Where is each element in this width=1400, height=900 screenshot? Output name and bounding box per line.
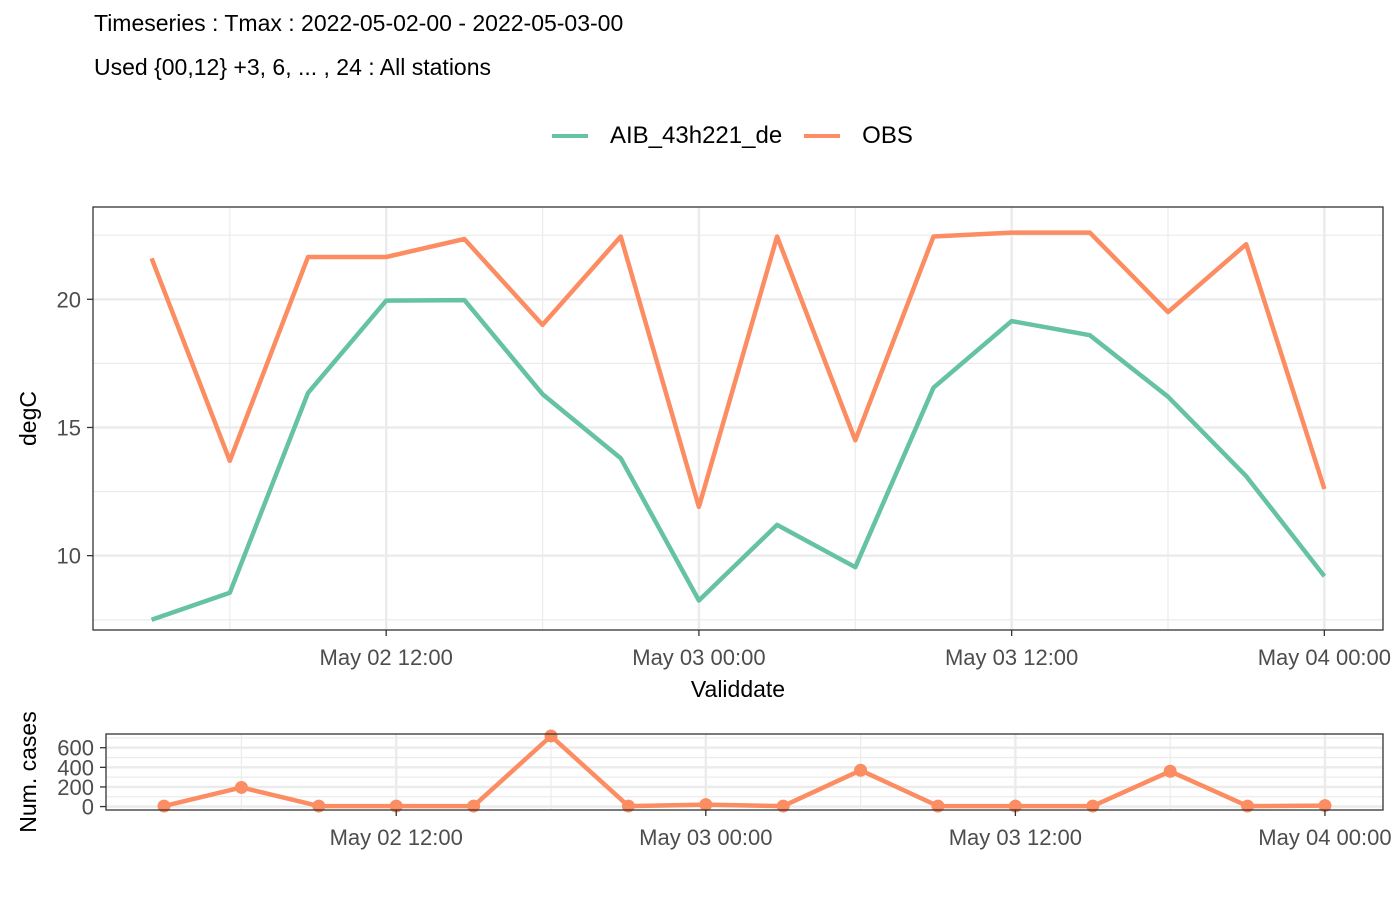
cases-y-tick-label: 400 [57, 755, 94, 780]
cases-x-tick-label: May 02 12:00 [330, 825, 463, 850]
cases-data-point [157, 799, 171, 813]
main-y-tick-label: 10 [57, 544, 81, 569]
cases-data-point [776, 799, 790, 813]
chart-title: Timeseries : Tmax : 2022-05-02-00 - 2022… [94, 10, 624, 36]
cases-x-tick-label: May 04 00:00 [1258, 825, 1391, 850]
cases-y-tick-label: 600 [57, 736, 94, 761]
legend-item-model: AIB_43h221_de [552, 122, 782, 150]
legend-key-model [552, 134, 588, 138]
main-x-axis-title: Validdate [691, 676, 785, 702]
main-panel-border [92, 206, 1384, 631]
legend-item-obs: OBS [804, 122, 913, 150]
chart-subtitle: Used {00,12} +3, 6, ... , 24 : All stati… [94, 54, 492, 80]
main-series-line-0 [150, 297, 1327, 622]
cases-data-point [854, 763, 868, 777]
cases-data-point [931, 799, 945, 813]
cases-plot-background [106, 734, 1383, 810]
cases-data-point [1241, 799, 1255, 813]
cases-data-point [389, 799, 403, 813]
main-y-tick-label: 15 [57, 415, 81, 440]
cases-data-point [1163, 764, 1177, 778]
cases-data-point [621, 799, 635, 813]
cases-data-point [544, 729, 558, 743]
cases-y-tick-label: 200 [57, 775, 94, 800]
legend-key-obs [804, 134, 841, 138]
legend-label-model: AIB_43h221_de [610, 122, 783, 149]
cases-y-tick-label: 0 [82, 795, 94, 820]
cases-data-point [699, 798, 713, 812]
cases-data-point [1008, 799, 1022, 813]
legend: AIB_43h221_de OBS [552, 122, 935, 150]
cases-data-point [1318, 799, 1332, 813]
cases-data-point [312, 799, 326, 813]
main-x-tick-label: May 03 12:00 [945, 645, 1078, 670]
cases-series-line-0 [163, 733, 1326, 809]
main-x-tick-label: May 02 12:00 [320, 645, 453, 670]
cases-y-axis-title: Num. cases [15, 711, 41, 832]
cases-panel-border [105, 733, 1384, 811]
cases-x-tick-label: May 03 12:00 [949, 825, 1082, 850]
cases-x-tick-label: May 03 00:00 [639, 825, 772, 850]
main-y-axis-title: degC [15, 391, 41, 446]
legend-label-obs: OBS [862, 122, 913, 149]
cases-data-point [467, 799, 481, 813]
main-series-line-1 [149, 230, 1327, 510]
main-y-tick-label: 20 [57, 287, 81, 312]
main-x-tick-label: May 04 00:00 [1258, 645, 1391, 670]
cases-data-point [234, 780, 248, 794]
main-x-tick-label: May 03 00:00 [632, 645, 765, 670]
cases-data-point [1086, 799, 1100, 813]
